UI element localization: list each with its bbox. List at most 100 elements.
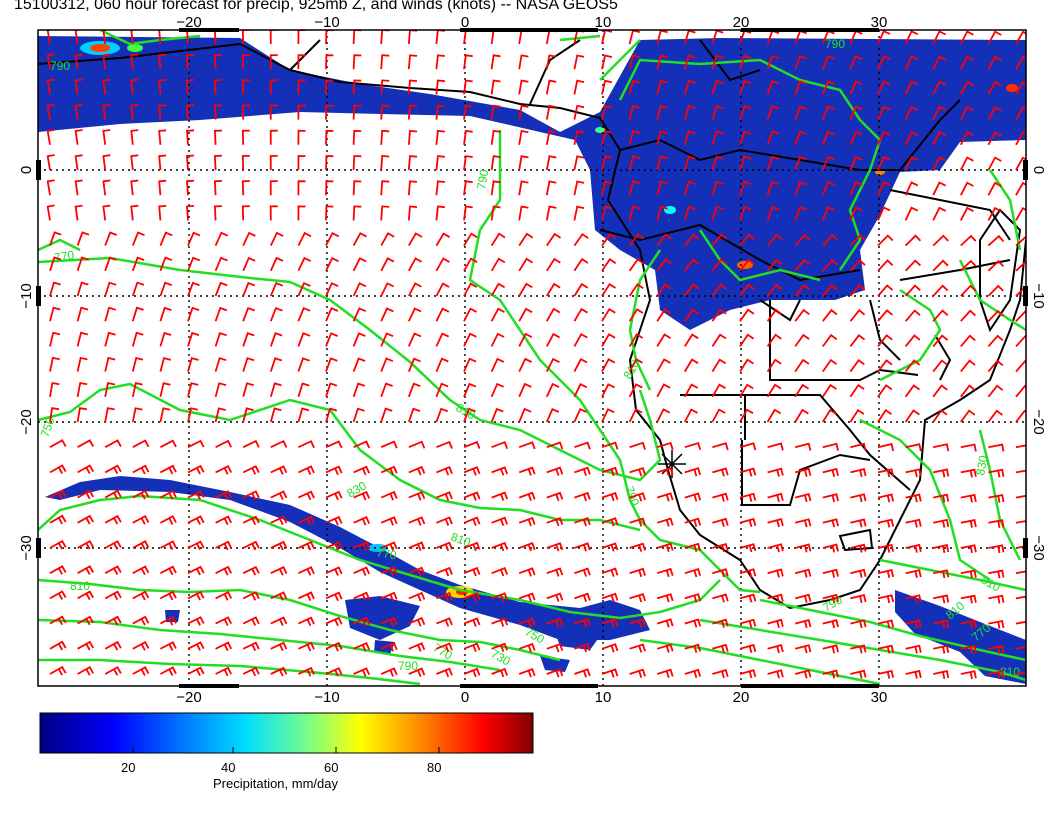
- wind-barb: [104, 514, 122, 525]
- wind-barb: [905, 644, 922, 654]
- wind-barb: [325, 382, 338, 398]
- wind-barb: [1015, 671, 1026, 679]
- wind-barb: [490, 79, 501, 95]
- wind-barb: [130, 204, 139, 221]
- wind-barb: [380, 79, 390, 95]
- wind-barb: [712, 492, 729, 502]
- wind-barb: [766, 105, 780, 120]
- wind-barb: [76, 306, 89, 322]
- colorbar-tick-label: 80: [427, 760, 442, 775]
- wind-barb: [656, 517, 674, 527]
- wind-barb: [656, 618, 674, 628]
- wind-barb: [988, 670, 1005, 680]
- wind-barb: [408, 465, 426, 476]
- wind-barb: [987, 156, 1002, 171]
- wind-barb: [213, 154, 222, 171]
- wind-barb: [74, 53, 83, 70]
- wind-barb: [739, 517, 757, 528]
- wind-barb: [187, 666, 205, 677]
- wind-barb: [518, 516, 536, 527]
- wind-barb: [159, 439, 177, 448]
- wind-barb: [573, 130, 585, 145]
- wind-barb: [104, 640, 122, 651]
- wind-barb: [325, 465, 343, 476]
- wind-barb: [960, 443, 977, 452]
- wind-barb: [518, 617, 536, 628]
- lon-tick-label: 30: [871, 689, 888, 706]
- wind-barb: [573, 180, 585, 196]
- wind-barb: [104, 281, 117, 297]
- wind-barb: [325, 256, 339, 272]
- wind-barb: [794, 258, 811, 272]
- wind-barb: [352, 407, 365, 423]
- wind-barb: [904, 130, 919, 146]
- wind-barb: [380, 591, 398, 602]
- wind-barb: [490, 407, 504, 423]
- wind-barb: [463, 232, 478, 247]
- wind-barb: [683, 54, 696, 70]
- wind-barb: [298, 616, 315, 627]
- wind-barb: [435, 79, 445, 95]
- wind-barb: [987, 359, 1004, 373]
- wind-barb: [601, 383, 616, 398]
- wind-barb: [960, 493, 977, 503]
- wind-barb: [132, 640, 150, 651]
- wind-barb: [794, 333, 810, 347]
- wind-barb: [712, 517, 729, 527]
- wind-barb: [933, 619, 950, 629]
- wind-barb: [849, 181, 863, 196]
- wind-barb: [158, 79, 167, 95]
- wind-barb: [712, 467, 729, 477]
- wind-barb: [794, 493, 812, 503]
- wind-barb: [407, 79, 418, 95]
- wind-barb: [546, 542, 564, 552]
- wind-barb: [518, 668, 536, 678]
- wind-barb: [130, 53, 139, 70]
- wind-barb: [1015, 520, 1026, 528]
- wind-barb: [683, 180, 696, 196]
- wind-barb: [766, 408, 782, 423]
- wind-barb: [821, 181, 835, 196]
- wind-barb: [987, 80, 1002, 95]
- wind-barb: [352, 30, 362, 45]
- wind-barb: [158, 154, 167, 171]
- wind-barb: [766, 54, 780, 70]
- wind-barb: [187, 331, 200, 347]
- wind-barb: [102, 204, 111, 221]
- wind-barb: [104, 331, 116, 347]
- wind-barb: [877, 619, 895, 629]
- wind-barb: [491, 567, 509, 577]
- wind-barb: [739, 408, 754, 423]
- wind-barb: [850, 518, 867, 528]
- wind-barb: [297, 282, 311, 297]
- wind-barb: [877, 309, 893, 322]
- wind-barb: [629, 592, 646, 603]
- wind-barb: [766, 233, 783, 247]
- wind-barb: [297, 307, 311, 322]
- wind-barb: [102, 129, 111, 145]
- wind-barb: [822, 493, 839, 503]
- wind-barb: [380, 307, 394, 322]
- lat-tick-label: 0: [1030, 166, 1047, 174]
- wind-barb: [987, 259, 1004, 272]
- lat-labels-right: 0 −10 −20 −30: [1030, 166, 1047, 561]
- wind-barb: [242, 256, 256, 272]
- wind-barb: [988, 544, 1005, 554]
- wind-barb: [158, 205, 167, 221]
- wind-barb: [904, 309, 921, 322]
- wind-barb: [187, 382, 199, 398]
- wind-barb: [77, 489, 94, 500]
- wind-barb: [960, 670, 977, 680]
- wind-barb: [77, 439, 94, 448]
- contour-label: 790: [474, 168, 491, 190]
- wind-barb: [187, 231, 201, 246]
- wind-barb: [407, 104, 418, 120]
- wind-barb: [1015, 469, 1026, 478]
- wind-barb: [684, 492, 702, 502]
- wind-barb: [436, 667, 453, 678]
- wind-barb: [905, 569, 922, 578]
- wind-barb: [904, 181, 919, 196]
- wind-barb: [463, 667, 481, 678]
- wind-barb: [102, 78, 111, 95]
